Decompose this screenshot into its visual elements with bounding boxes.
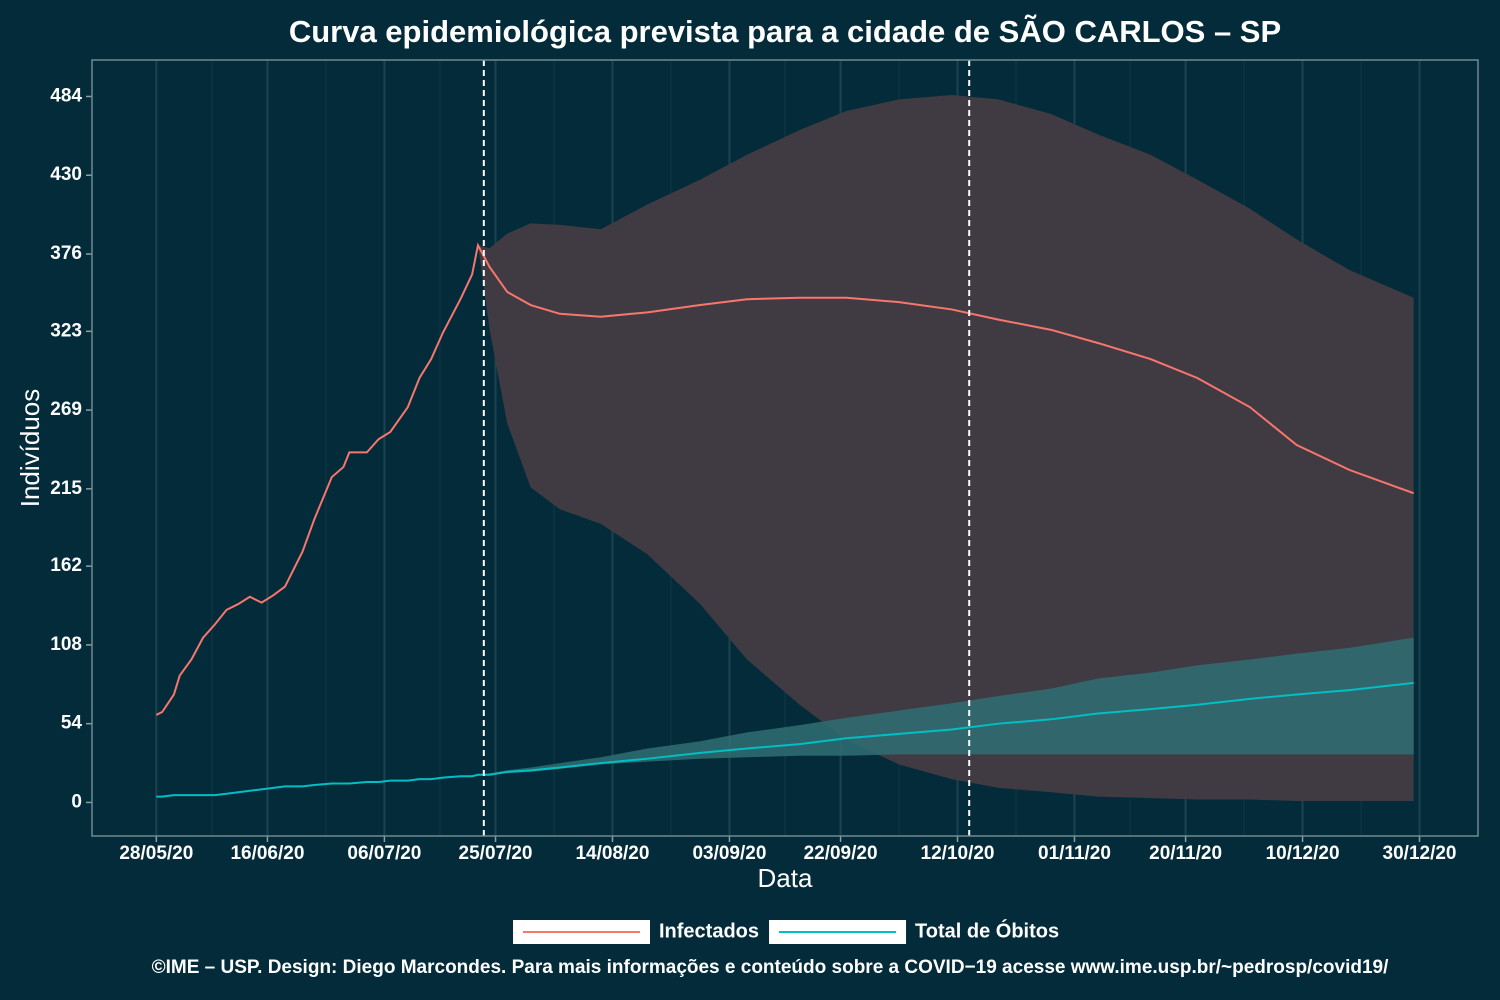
x-tick-label: 20/11/20: [1149, 843, 1222, 864]
y-tick-label: 269: [50, 399, 82, 420]
x-tick-label: 01/11/20: [1038, 843, 1111, 864]
y-tick-label: 430: [50, 164, 82, 185]
x-tick-label: 16/06/20: [230, 843, 304, 864]
confidence-band: [477, 95, 1414, 801]
series-line: [155, 242, 1415, 716]
legend-label: Infectados: [659, 920, 759, 942]
y-tick-label: 484: [50, 85, 82, 106]
legend-label: Total de Óbitos: [915, 918, 1059, 942]
x-axis-label: Data: [758, 863, 813, 893]
y-tick-label: 323: [50, 320, 82, 341]
x-tick-label: 06/07/20: [347, 843, 421, 864]
y-tick-label: 108: [50, 634, 82, 655]
y-tick-label: 0: [71, 791, 82, 812]
x-tick-label: 14/08/20: [575, 843, 649, 864]
x-tick-label: 10/12/20: [1266, 843, 1340, 864]
series-line: [156, 681, 1414, 798]
x-tick-label: 22/09/20: [804, 843, 878, 864]
y-tick-label: 215: [50, 478, 82, 499]
x-tick-label: 28/05/20: [119, 843, 193, 864]
chart-title: Curva epidemiológica prevista para a cid…: [289, 14, 1281, 49]
y-axis-label: Indivíduos: [15, 389, 45, 508]
panel-border: [91, 59, 1479, 837]
caption: ©IME – USP. Design: Diego Marcondes. Par…: [152, 957, 1389, 978]
y-tick-label: 54: [61, 713, 83, 734]
x-tick-label: 25/07/20: [459, 843, 533, 864]
y-tick-label: 376: [50, 243, 82, 264]
x-tick-label: 03/09/20: [692, 843, 766, 864]
x-tick-label: 30/12/20: [1383, 843, 1457, 864]
y-tick-label: 162: [50, 555, 82, 576]
confidence-band: [477, 637, 1414, 775]
x-tick-label: 12/10/20: [921, 843, 995, 864]
